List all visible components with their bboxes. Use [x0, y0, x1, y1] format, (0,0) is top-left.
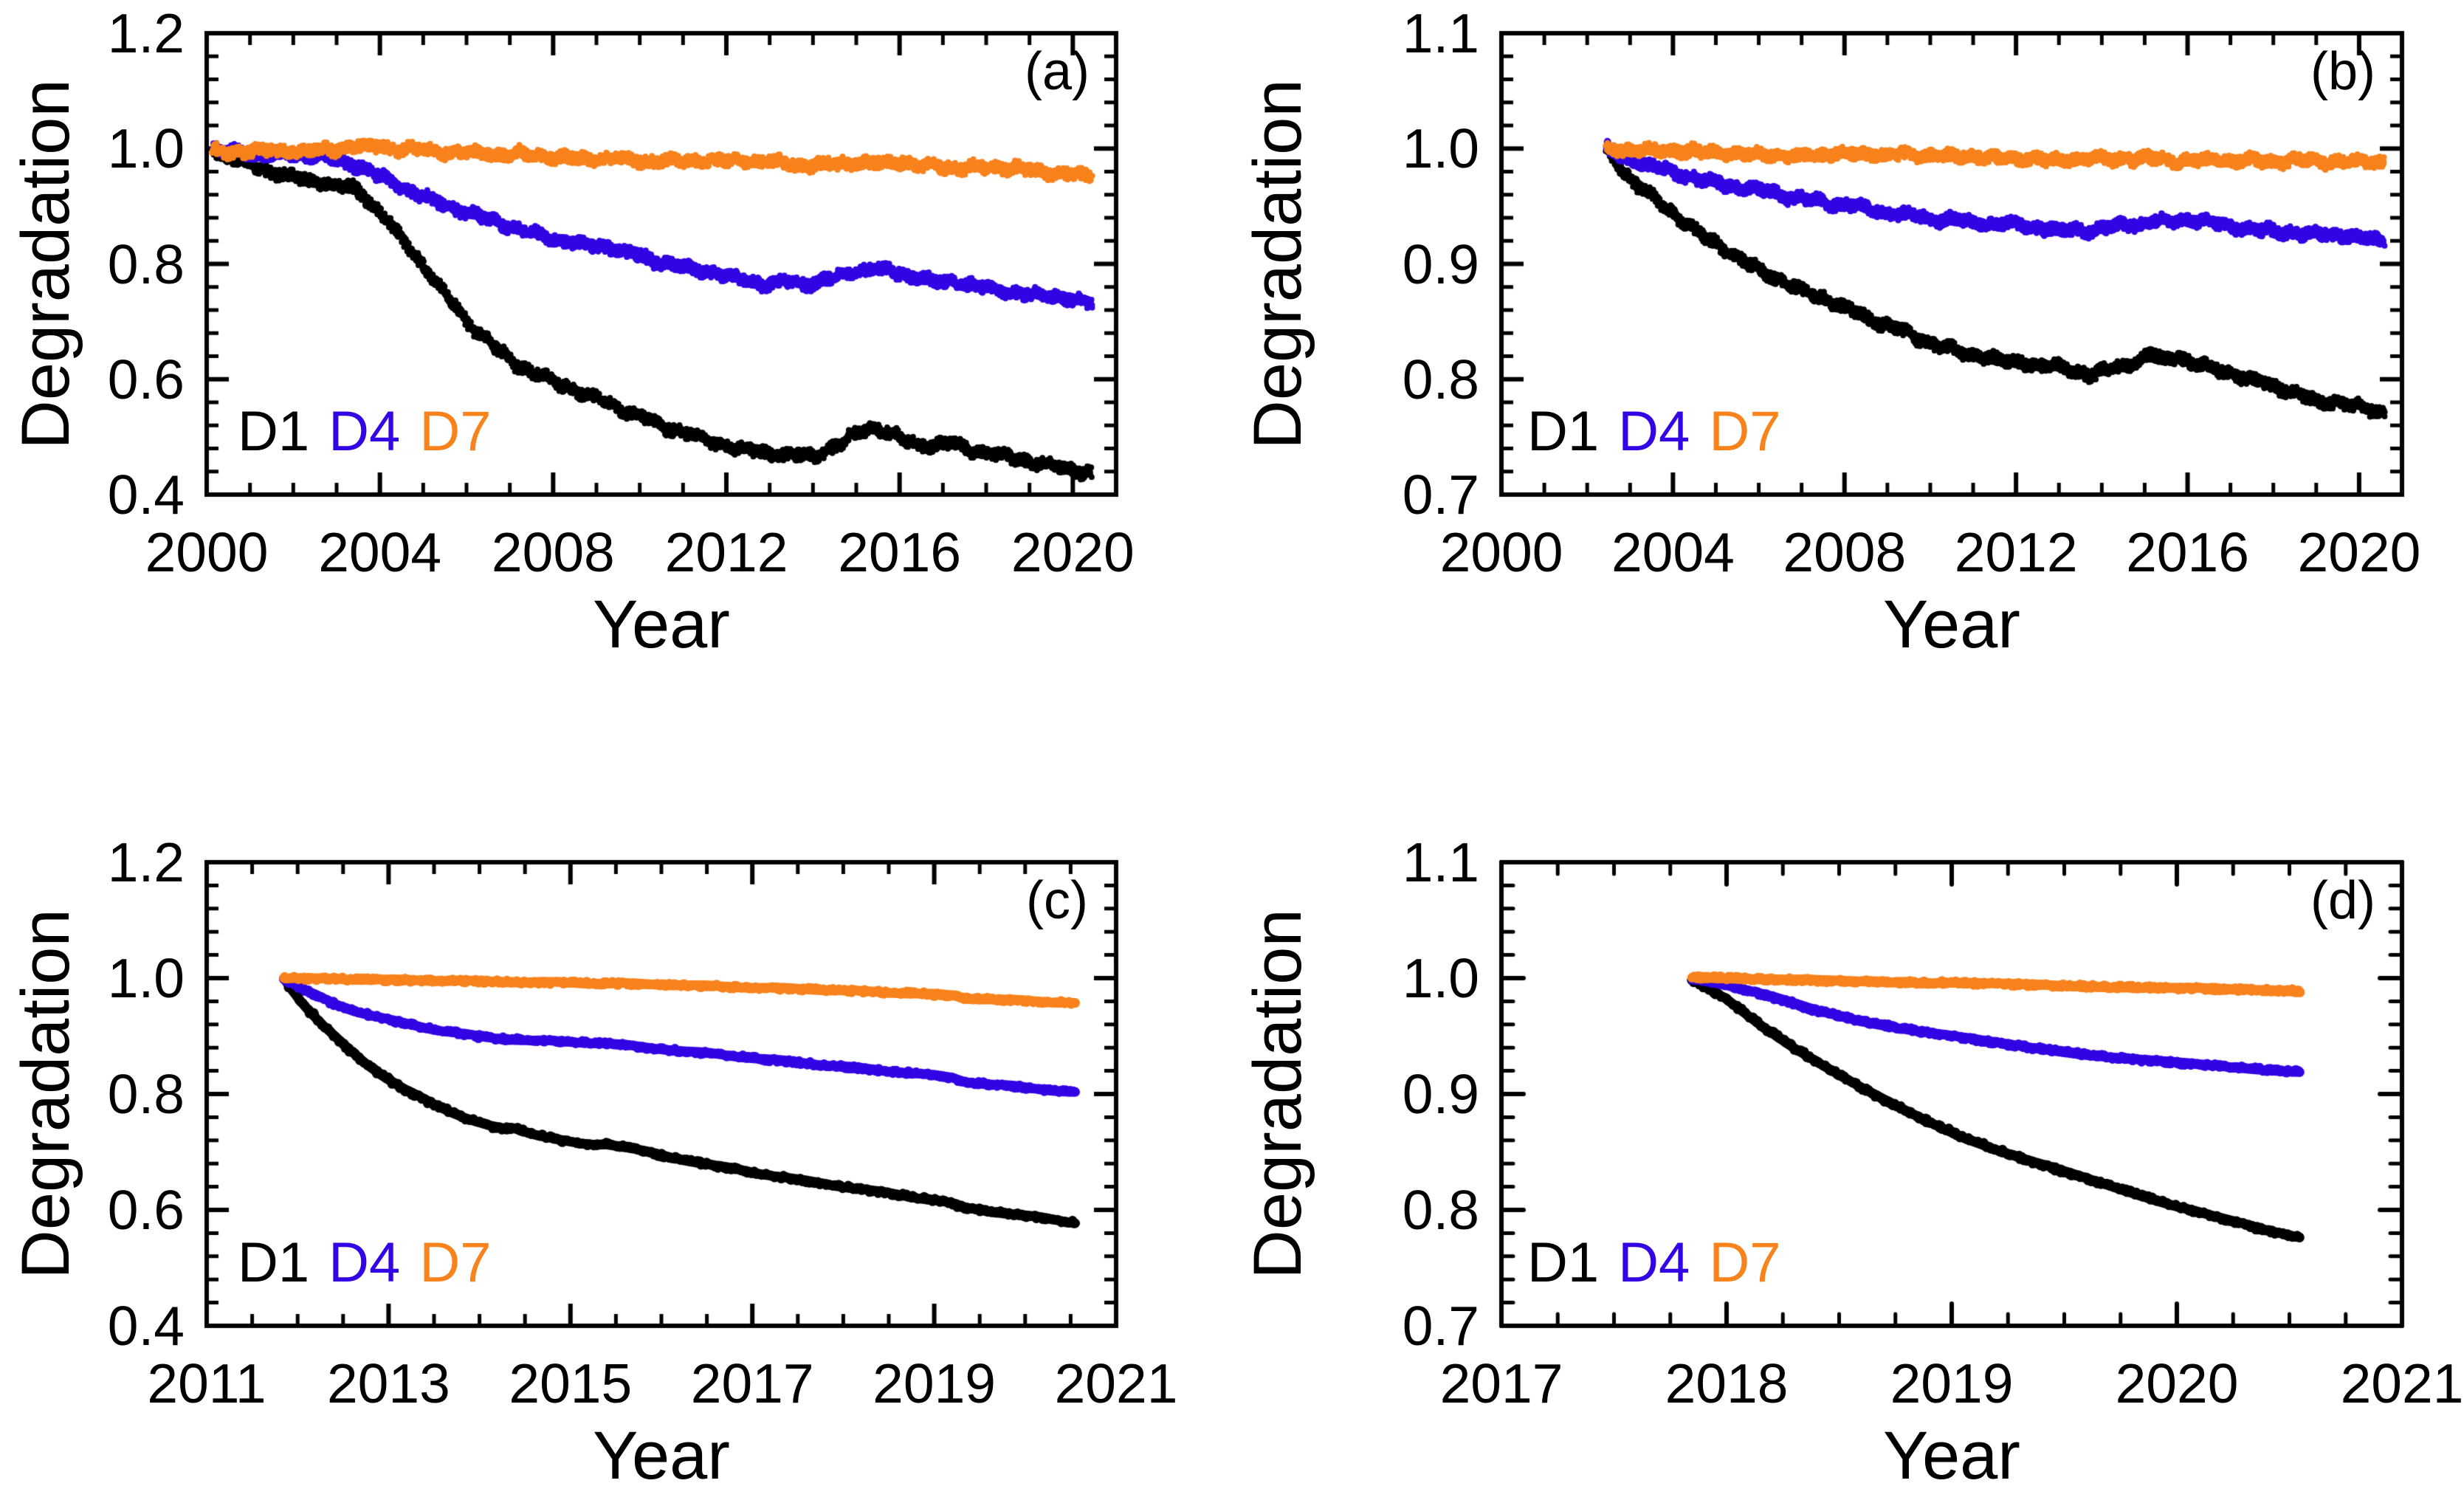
y-tick-label: 0.7	[1402, 1295, 1479, 1357]
x-tick-label: 2017	[1439, 1352, 1563, 1414]
x-tick-label: 2020	[2297, 521, 2421, 583]
x-tick-label: 2011	[147, 1352, 266, 1414]
y-tick-label: 0.8	[1402, 348, 1479, 410]
x-tick-label: 2021	[2340, 1352, 2464, 1414]
x-tick-label: 2020	[1011, 521, 1135, 583]
axis-title-x: Year	[593, 587, 730, 662]
y-tick-label: 0.9	[1402, 233, 1479, 295]
x-tick-label: 2004	[318, 521, 442, 583]
axis-title-y: Degradation	[1240, 78, 1315, 450]
legend-item-d1: D1	[1527, 1231, 1600, 1294]
legend-item-d7: D7	[419, 1231, 492, 1294]
axis-title-y: Degradation	[1240, 909, 1315, 1279]
panel-label: (a)	[1025, 42, 1090, 101]
x-tick-label: 2016	[838, 521, 962, 583]
axis-title-x: Year	[1883, 1418, 2020, 1486]
y-tick-label: 0.4	[107, 1295, 185, 1357]
legend-item-d4: D4	[1618, 1231, 1690, 1294]
legend-item-d7: D7	[1709, 1231, 1781, 1294]
y-tick-label: 1.0	[1402, 117, 1479, 180]
x-tick-label: 2020	[2115, 1352, 2239, 1414]
y-tick-label: 0.7	[1402, 464, 1479, 526]
y-tick-label: 1.2	[107, 2, 185, 64]
x-tick-label: 2021	[1054, 1352, 1178, 1414]
legend-item-d1: D1	[1527, 400, 1600, 463]
legend: D1 D4 D7	[1527, 396, 1780, 467]
y-tick-label: 1.0	[107, 117, 185, 180]
y-tick-label: 1.1	[1402, 831, 1479, 893]
x-tick-label: 2013	[326, 1352, 450, 1414]
x-tick-label: 2008	[491, 521, 615, 583]
axis-title-x: Year	[1883, 587, 2020, 662]
x-tick-label: 2017	[690, 1352, 814, 1414]
panel-label: (b)	[2310, 42, 2375, 101]
y-tick-label: 1.2	[107, 831, 185, 893]
y-tick-label: 0.8	[107, 1063, 185, 1125]
legend-item-d7: D7	[1709, 400, 1781, 463]
x-tick-label: 2018	[1665, 1352, 1789, 1414]
y-tick-label: 0.6	[107, 348, 185, 410]
y-tick-label: 0.8	[1402, 1179, 1479, 1241]
x-tick-label: 2016	[2126, 521, 2249, 583]
x-tick-label: 2008	[1783, 521, 1907, 583]
y-tick-label: 0.8	[107, 233, 185, 295]
axis-title-y: Degradation	[8, 909, 83, 1279]
legend: D1 D4 D7	[238, 1228, 491, 1298]
x-tick-label: 2012	[664, 521, 788, 583]
x-tick-label: 2019	[1890, 1352, 2014, 1414]
x-tick-label: 2015	[509, 1352, 633, 1414]
legend-item-d1: D1	[238, 400, 310, 463]
axis-title-x: Year	[593, 1418, 730, 1486]
y-tick-label: 0.6	[107, 1179, 185, 1241]
x-tick-label: 2000	[1439, 521, 1563, 583]
y-tick-label: 0.4	[107, 464, 185, 526]
y-tick-label: 0.9	[1402, 1063, 1479, 1125]
y-tick-label: 1.0	[107, 947, 185, 1009]
legend-item-d7: D7	[419, 400, 492, 463]
x-tick-label: 2004	[1611, 521, 1735, 583]
panel-label: (d)	[2310, 871, 2375, 930]
axis-title-y: Degradation	[8, 78, 83, 450]
x-tick-label: 2000	[145, 521, 269, 583]
legend-item-d4: D4	[1618, 400, 1690, 463]
legend-item-d1: D1	[238, 1231, 310, 1294]
legend: D1 D4 D7	[238, 396, 491, 467]
x-tick-label: 2012	[1954, 521, 2078, 583]
y-tick-label: 1.1	[1402, 2, 1479, 64]
legend-item-d4: D4	[328, 400, 401, 463]
legend-item-d4: D4	[328, 1231, 401, 1294]
x-tick-label: 2019	[873, 1352, 997, 1414]
y-tick-label: 1.0	[1402, 947, 1479, 1009]
panel-label: (c)	[1026, 871, 1088, 930]
legend: D1 D4 D7	[1527, 1228, 1780, 1298]
